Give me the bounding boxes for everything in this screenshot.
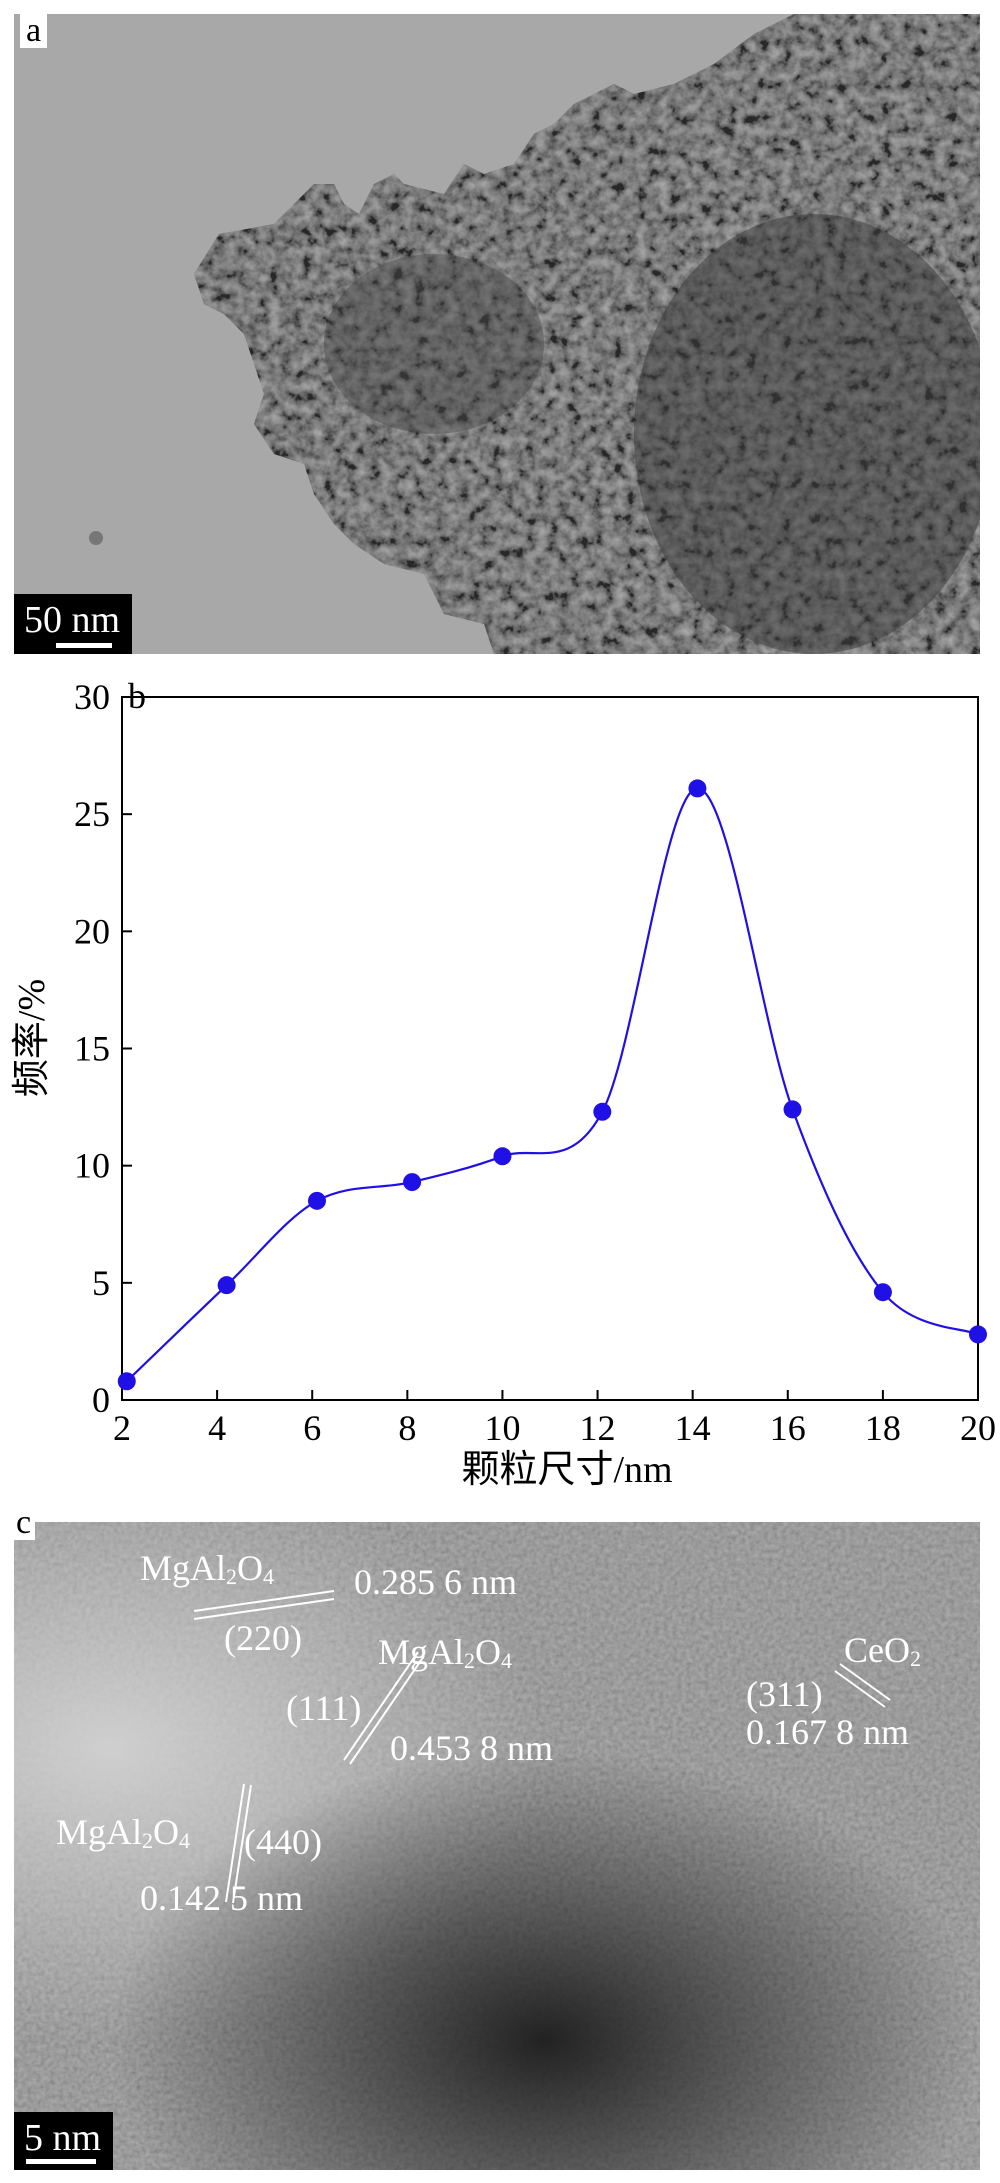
phase-label-4: CeO2 <box>844 1630 921 1671</box>
scale-bar-line-c <box>26 2159 96 2164</box>
data-point <box>117 1372 136 1391</box>
plane-label-1: (220) <box>224 1618 302 1658</box>
series-line <box>125 787 979 1383</box>
x-tick-label: 10 <box>484 1408 520 1448</box>
x-tick-label: 6 <box>303 1408 321 1448</box>
chart-ticks: 2 4 6 8 10 12 14 16 18 20 0 5 10 15 20 25 30 <box>74 677 996 1448</box>
lattice-markers <box>193 1590 891 1904</box>
data-point <box>873 1283 892 1302</box>
spacing-label-4: 0.167 8 nm <box>746 1712 910 1752</box>
x-tick-label: 8 <box>398 1408 416 1448</box>
plane-label-2: (111) <box>286 1688 362 1728</box>
plot-frame <box>121 696 979 1401</box>
y-tick-label: 25 <box>74 794 110 834</box>
scale-bar-label-c: 5 nm <box>24 2117 102 2159</box>
x-tick-label: 2 <box>113 1408 131 1448</box>
plane-label-4: (311) <box>746 1674 823 1714</box>
size-distribution-chart: 2 4 6 8 10 12 14 16 18 20 0 5 10 15 20 25 30 颗粒尺寸/nm 频率/… <box>0 660 1000 1510</box>
panel-letter-b: b <box>128 676 146 716</box>
x-tick-label: 20 <box>960 1408 996 1448</box>
hrtem-image-c: MgAl2O4 0.285 6 nm (220) MgAl2O4 (111) 0… <box>14 1522 980 2170</box>
data-point <box>217 1276 236 1295</box>
tem-micrograph-a <box>14 14 980 654</box>
data-point <box>688 779 707 798</box>
spacing-label-3: 0.142 5 nm <box>140 1878 304 1918</box>
phase-label-3: MgAl2O4 <box>56 1812 191 1853</box>
x-tick-label: 16 <box>770 1408 806 1448</box>
x-tick-label: 18 <box>865 1408 901 1448</box>
y-axis-label: 频率/% <box>11 979 53 1097</box>
plane-label-3: (440) <box>244 1822 322 1862</box>
scale-bar-label-a: 50 nm <box>24 599 121 641</box>
phase-label-1: MgAl2O4 <box>140 1548 275 1589</box>
y-tick-label: 5 <box>92 1263 110 1303</box>
y-tick-label: 10 <box>74 1146 110 1186</box>
hrtem-micrograph-c <box>14 1522 980 2170</box>
y-tick-label: 30 <box>74 677 110 717</box>
data-point <box>783 1100 802 1119</box>
data-point <box>969 1325 987 1344</box>
spacing-label-2: 0.453 8 nm <box>390 1728 554 1768</box>
x-tick-label: 4 <box>208 1408 226 1448</box>
data-point <box>403 1173 422 1192</box>
tem-image-a: 50 nm <box>14 14 980 654</box>
y-tick-label: 15 <box>74 1029 110 1069</box>
data-point <box>593 1102 612 1121</box>
panel-letter-a: a <box>20 14 48 48</box>
x-tick-label: 12 <box>580 1408 616 1448</box>
y-tick-label: 20 <box>74 911 110 951</box>
spacing-label-1: 0.285 6 nm <box>354 1562 518 1602</box>
scale-bar-line-a <box>56 643 112 648</box>
x-axis-label: 颗粒尺寸/nm <box>461 1449 672 1491</box>
scale-bar-a: 50 nm <box>14 594 133 654</box>
panel-letter-c: c <box>12 1506 36 1540</box>
chart-svg: 2 4 6 8 10 12 14 16 18 20 0 5 10 15 20 25 30 颗粒尺寸/nm 频率/… <box>11 676 996 1491</box>
chart-points <box>117 779 987 1391</box>
phase-label-2: MgAl2O4 <box>378 1632 513 1673</box>
data-point <box>307 1191 326 1210</box>
data-point <box>493 1147 512 1166</box>
x-tick-label: 14 <box>675 1408 711 1448</box>
y-tick-label: 0 <box>92 1380 110 1420</box>
chart-axes <box>121 696 979 1401</box>
